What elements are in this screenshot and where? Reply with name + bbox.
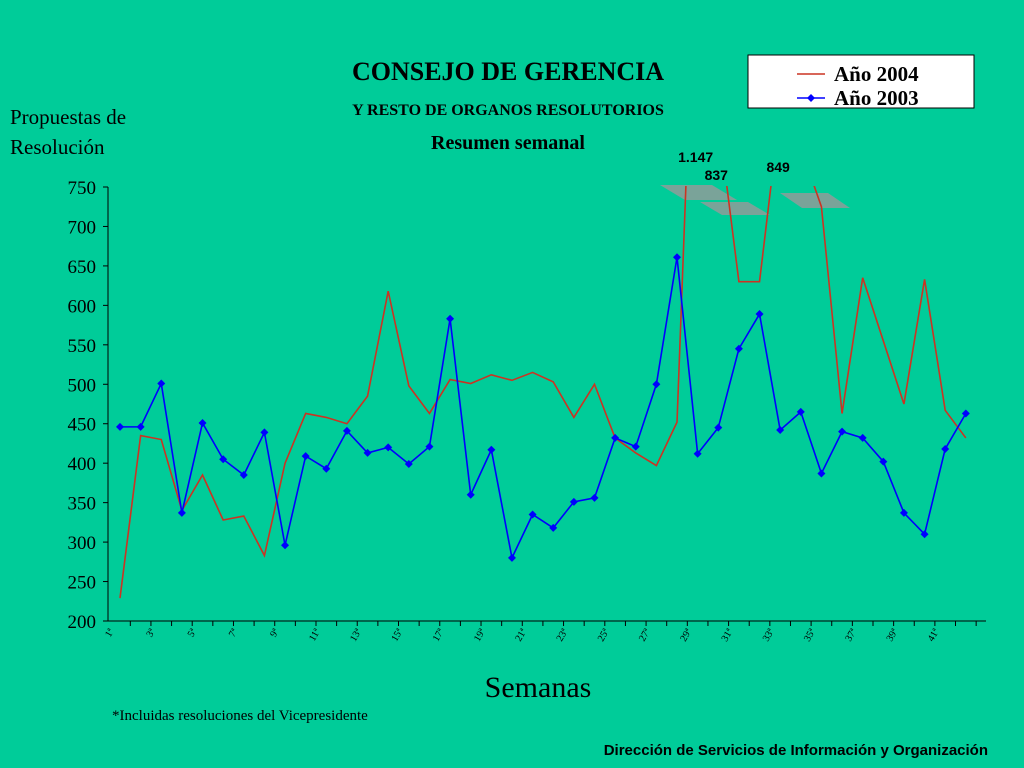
point-marker	[425, 442, 434, 451]
point-marker	[342, 426, 351, 435]
point-marker	[404, 459, 413, 468]
y-tick-label: 750	[68, 178, 97, 199]
point-marker	[322, 464, 331, 473]
plot-area	[119, 186, 967, 599]
point-marker	[281, 541, 290, 550]
point-marker	[879, 457, 888, 466]
y-tick-label: 700	[68, 217, 97, 238]
point-marker	[466, 490, 475, 499]
x-axis-label: Semanas	[485, 671, 592, 704]
point-marker	[714, 423, 723, 432]
point-marker	[384, 443, 393, 452]
y-axis-label: Resolución	[10, 135, 105, 159]
point-marker	[528, 510, 537, 519]
axis-break	[660, 185, 850, 215]
x-tick-label: 11ª	[307, 627, 323, 643]
y-tick-label: 400	[68, 454, 97, 475]
point-marker	[693, 449, 702, 458]
y-tick-label: 650	[68, 257, 97, 278]
point-marker	[796, 407, 805, 416]
point-marker	[899, 508, 908, 517]
point-marker	[363, 448, 372, 457]
point-marker	[858, 433, 867, 442]
point-marker	[776, 426, 785, 435]
point-marker	[611, 433, 620, 442]
point-marker	[260, 428, 269, 437]
y-tick-label: 300	[68, 533, 97, 554]
point-marker	[116, 422, 124, 431]
point-marker	[301, 452, 310, 461]
point-marker	[838, 427, 847, 436]
point-marker	[920, 530, 929, 539]
point-marker	[755, 310, 764, 319]
point-marker	[136, 422, 145, 431]
point-marker	[673, 253, 682, 262]
point-marker	[590, 493, 599, 502]
footnote: *Incluidas resoluciones del Vicepresiden…	[112, 708, 368, 724]
data-label: 849	[766, 159, 790, 175]
point-marker	[734, 344, 743, 353]
legend-label: Año 2004	[834, 62, 919, 86]
chart-subtitle: Resumen semanal	[431, 132, 585, 154]
y-axis-label: Propuestas de	[10, 105, 126, 129]
legend-marker	[807, 94, 815, 102]
point-marker	[219, 455, 228, 464]
y-tick-label: 600	[68, 296, 97, 317]
legend-box	[747, 54, 975, 109]
data-label: 1.147	[678, 149, 713, 165]
point-marker	[961, 409, 970, 418]
point-marker	[941, 444, 950, 453]
point-marker	[569, 497, 578, 506]
y-tick-label: 450	[68, 415, 97, 436]
point-marker	[549, 523, 558, 532]
series-line	[119, 186, 967, 599]
series-line	[120, 257, 967, 561]
legend-label: Año 2003	[834, 86, 919, 110]
point-marker	[446, 314, 455, 323]
y-tick-label: 350	[68, 494, 97, 515]
chart-title: CONSEJO DE GERENCIA	[352, 57, 664, 86]
chart-subtitle: Y RESTO DE ORGANOS RESOLUTORIOS	[352, 102, 664, 119]
y-tick-label: 250	[68, 573, 97, 594]
point-marker	[652, 380, 661, 389]
point-marker	[817, 469, 826, 478]
point-marker	[239, 471, 248, 480]
y-tick-label: 200	[68, 612, 97, 633]
point-marker	[198, 418, 207, 427]
y-tick-label: 500	[68, 375, 97, 396]
point-marker	[157, 379, 166, 388]
point-marker	[177, 508, 186, 517]
y-tick-label: 550	[68, 336, 97, 357]
data-label: 837	[705, 167, 729, 183]
point-marker	[631, 442, 640, 451]
footer: Dirección de Servicios de Información y …	[604, 742, 988, 759]
point-marker	[487, 445, 496, 454]
point-marker	[507, 553, 516, 562]
